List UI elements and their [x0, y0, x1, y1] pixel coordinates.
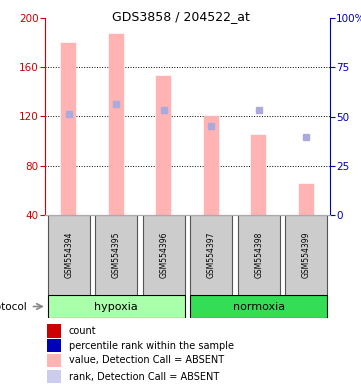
Bar	[299, 184, 314, 215]
Text: normoxia: normoxia	[233, 301, 285, 311]
Bar	[238, 215, 280, 295]
Bar	[143, 215, 184, 295]
Text: rank, Detection Call = ABSENT: rank, Detection Call = ABSENT	[69, 372, 219, 382]
Bar	[109, 34, 124, 215]
Bar	[190, 215, 232, 295]
Bar	[61, 43, 76, 215]
Bar	[48, 295, 184, 318]
Text: percentile rank within the sample: percentile rank within the sample	[69, 341, 234, 351]
Text: GSM554398: GSM554398	[254, 232, 263, 278]
Text: GSM554396: GSM554396	[159, 232, 168, 278]
Text: GDS3858 / 204522_at: GDS3858 / 204522_at	[112, 10, 249, 23]
Bar	[48, 215, 90, 295]
Bar	[47, 339, 61, 353]
Text: hypoxia: hypoxia	[94, 301, 138, 311]
Text: GSM554394: GSM554394	[64, 232, 73, 278]
Text: GSM554395: GSM554395	[112, 232, 121, 278]
Bar	[190, 295, 327, 318]
Bar	[251, 135, 266, 215]
Bar	[204, 116, 219, 215]
Bar	[285, 215, 327, 295]
Bar	[156, 76, 171, 215]
Bar	[47, 324, 61, 338]
Text: GSM554397: GSM554397	[207, 232, 216, 278]
Text: count: count	[69, 326, 96, 336]
Bar	[47, 354, 61, 367]
Text: protocol: protocol	[0, 301, 27, 311]
Text: GSM554399: GSM554399	[302, 232, 311, 278]
Bar	[95, 215, 137, 295]
Bar	[47, 370, 61, 383]
Text: value, Detection Call = ABSENT: value, Detection Call = ABSENT	[69, 356, 224, 366]
